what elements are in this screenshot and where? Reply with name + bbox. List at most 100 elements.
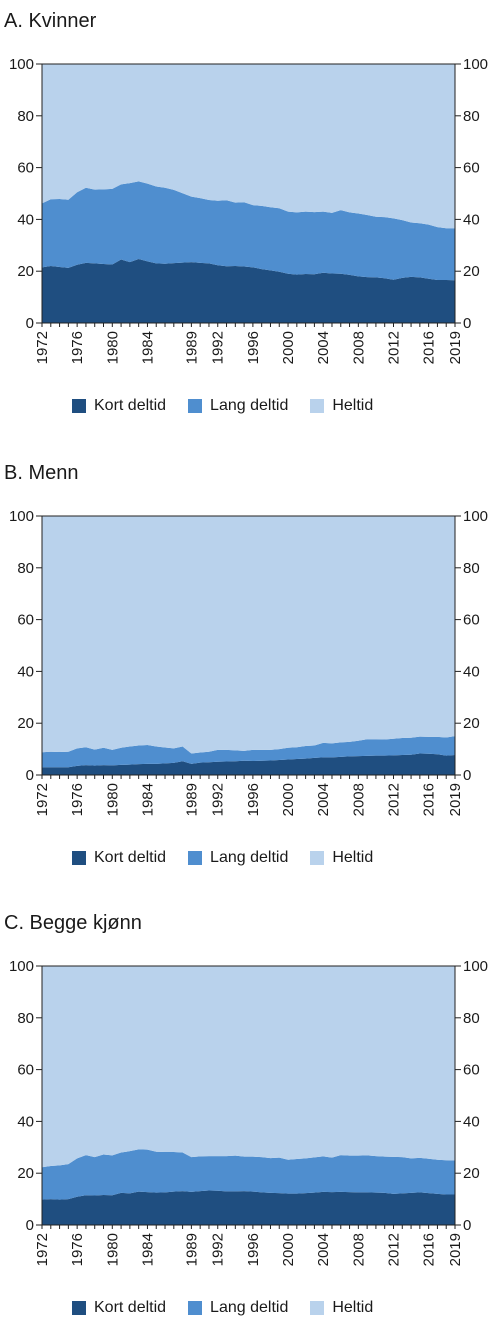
legend-label: Lang deltid [210,397,289,414]
y-tick-label-right: 40 [463,1113,480,1130]
y-tick-label-left: 80 [17,560,34,577]
x-tick-label: 2004 [315,1233,332,1266]
y-tick-label-right: 20 [463,715,480,732]
legend-swatch-lang-deltid [188,1301,203,1315]
y-tick-label-right: 100 [463,56,488,73]
y-tick-label-right: 100 [463,958,488,975]
x-tick-label: 2019 [447,331,464,364]
y-tick-label-left: 60 [17,1062,34,1079]
x-tick-label: 1972 [34,783,51,816]
panel-title: B. Menn [4,462,79,484]
y-tick-label-left: 60 [17,160,34,177]
y-tick-label-right: 60 [463,612,480,629]
legend-swatch-kort-deltid [72,851,86,865]
legend-label: Kort deltid [94,397,167,414]
x-tick-label: 2004 [315,783,332,816]
area-series-heltid [42,966,455,1168]
area-series-kort-deltid [42,259,455,323]
y-tick-label-right: 0 [463,315,471,332]
legend-item-kort-deltid: Kort deltid [72,849,166,867]
legend-swatch-lang-deltid [188,851,203,865]
legend-label: Kort deltid [94,849,167,866]
legend-item-lang-deltid: Lang deltid [188,1299,288,1317]
plot-frame [41,965,456,1226]
x-tick-label: 1976 [69,331,86,364]
x-tick-label: 2008 [350,1233,367,1266]
legend-item-heltid: Heltid [310,397,373,415]
y-tick-label-left: 80 [17,108,34,125]
x-tick-label: 1989 [183,331,200,364]
legend-item-heltid: Heltid [310,1299,373,1317]
y-tick-label-right: 80 [463,108,480,125]
legend: Kort deltid Lang deltid Heltid [72,849,373,867]
y-tick-label-left: 60 [17,612,34,629]
plot-frame [41,63,456,324]
x-tick-label: 1989 [183,783,200,816]
y-tick-label-left: 0 [26,767,34,784]
legend-swatch-kort-deltid [72,399,86,413]
x-tick-label: 1992 [210,1233,227,1266]
panel-title: C. Begge kjønn [4,912,142,934]
y-tick-label-right: 0 [463,1217,471,1234]
legend-label: Lang deltid [210,1299,289,1316]
area-chart-begge-kjonn: 0 0 20 20 40 40 60 60 80 80 100 100 1972 1976 1980 1984… [9,958,488,1266]
x-tick-label: 1972 [34,331,51,364]
x-tick-label: 2016 [421,331,438,364]
area-series-lang-deltid [42,1149,455,1200]
legend-item-kort-deltid: Kort deltid [72,397,166,415]
y-tick-label-right: 40 [463,211,480,228]
x-tick-label: 1976 [69,783,86,816]
x-tick-label: 2012 [385,331,402,364]
legend-swatch-heltid [310,851,325,865]
x-tick-label: 2000 [280,1233,297,1266]
legend-swatch-lang-deltid [188,399,203,413]
x-tick-label: 2019 [447,1233,464,1266]
legend-item-kort-deltid: Kort deltid [72,1299,166,1317]
chart-panel-menn: B. Menn 0 0 20 20 40 40 60 60 80 80 100 100 1972 1976… [0,452,500,892]
y-tick-label-right: 60 [463,160,480,177]
legend-item-lang-deltid: Lang deltid [188,849,288,867]
x-tick-label: 1992 [210,331,227,364]
x-tick-label: 2016 [421,783,438,816]
y-tick-label-right: 80 [463,1010,480,1027]
y-tick-label-right: 60 [463,1062,480,1079]
legend-label: Heltid [332,1299,374,1316]
legend-item-lang-deltid: Lang deltid [188,397,288,415]
y-tick-label-left: 20 [17,263,34,280]
x-tick-label: 1992 [210,783,227,816]
x-tick-label: 1980 [104,1233,121,1266]
y-tick-label-right: 20 [463,1165,480,1182]
legend: Kort deltid Lang deltid Heltid [72,1299,373,1317]
x-tick-label: 1984 [139,783,156,816]
y-tick-label-left: 100 [9,56,34,73]
y-tick-label-left: 0 [26,1217,34,1234]
x-tick-label: 2016 [421,1233,438,1266]
legend: Kort deltid Lang deltid Heltid [72,397,373,415]
y-tick-label-left: 100 [9,958,34,975]
legend-item-heltid: Heltid [310,849,373,867]
y-tick-label-left: 40 [17,1113,34,1130]
x-tick-label: 1972 [34,1233,51,1266]
legend-label: Lang deltid [210,849,289,866]
x-tick-label: 1984 [139,1233,156,1266]
area-series-heltid [42,516,455,754]
y-tick-label-left: 40 [17,663,34,680]
y-tick-label-right: 20 [463,263,480,280]
area-series-lang-deltid [42,181,455,281]
y-tick-label-left: 20 [17,1165,34,1182]
x-tick-label: 2000 [280,783,297,816]
legend-label: Heltid [332,397,374,414]
x-tick-label: 1989 [183,1233,200,1266]
legend-swatch-heltid [310,1301,325,1315]
x-tick-label: 1980 [104,331,121,364]
x-tick-label: 2008 [350,331,367,364]
x-tick-label: 2008 [350,783,367,816]
x-tick-label: 1996 [245,1233,262,1266]
x-tick-label: 2000 [280,331,297,364]
x-tick-label: 1980 [104,783,121,816]
y-tick-label-left: 20 [17,715,34,732]
y-tick-label-left: 40 [17,211,34,228]
area-series-lang-deltid [42,736,455,768]
area-chart-kvinner: 0 0 20 20 40 40 60 60 80 80 100 100 1972 1976 1980 1984… [9,56,488,364]
y-tick-label-right: 40 [463,663,480,680]
